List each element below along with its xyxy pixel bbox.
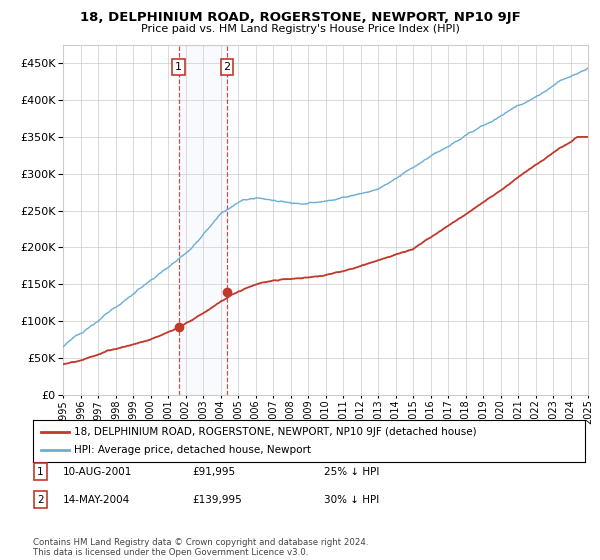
Text: Price paid vs. HM Land Registry's House Price Index (HPI): Price paid vs. HM Land Registry's House … — [140, 24, 460, 34]
Text: 2: 2 — [37, 494, 44, 505]
Text: 1: 1 — [175, 62, 182, 72]
Text: 18, DELPHINIUM ROAD, ROGERSTONE, NEWPORT, NP10 9JF (detached house): 18, DELPHINIUM ROAD, ROGERSTONE, NEWPORT… — [74, 427, 477, 437]
Text: 30% ↓ HPI: 30% ↓ HPI — [324, 494, 379, 505]
Text: HPI: Average price, detached house, Newport: HPI: Average price, detached house, Newp… — [74, 445, 311, 455]
Text: 14-MAY-2004: 14-MAY-2004 — [63, 494, 130, 505]
Text: 25% ↓ HPI: 25% ↓ HPI — [324, 466, 379, 477]
Text: 1: 1 — [37, 466, 44, 477]
Text: £139,995: £139,995 — [192, 494, 242, 505]
Text: £91,995: £91,995 — [192, 466, 235, 477]
Bar — [179, 45, 227, 395]
Text: 10-AUG-2001: 10-AUG-2001 — [63, 466, 133, 477]
Text: 18, DELPHINIUM ROAD, ROGERSTONE, NEWPORT, NP10 9JF: 18, DELPHINIUM ROAD, ROGERSTONE, NEWPORT… — [80, 11, 520, 24]
Text: 2: 2 — [223, 62, 230, 72]
Text: Contains HM Land Registry data © Crown copyright and database right 2024.
This d: Contains HM Land Registry data © Crown c… — [33, 538, 368, 557]
